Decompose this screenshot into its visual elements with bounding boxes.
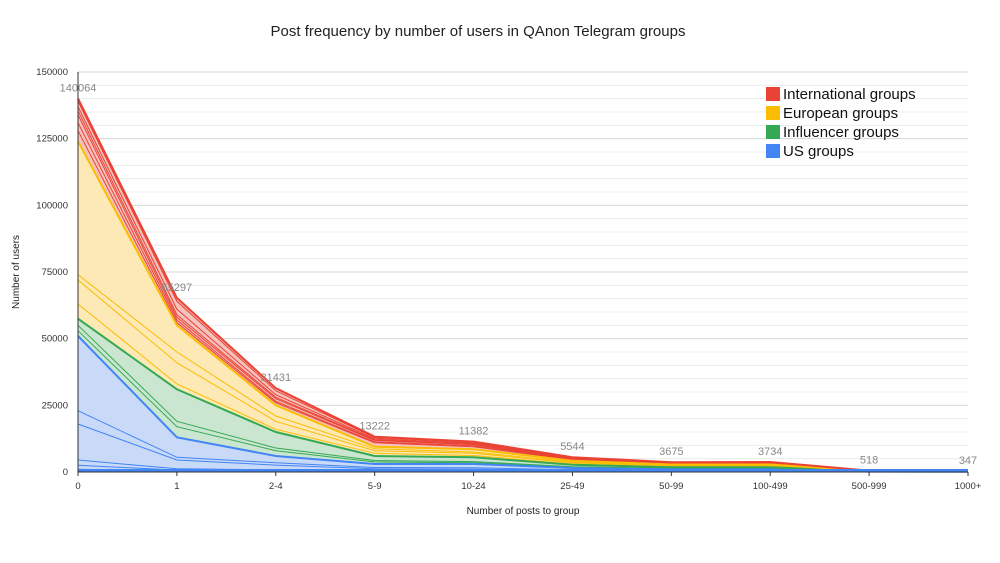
y-tick-label: 25000 — [42, 400, 68, 411]
legend-swatch — [766, 144, 780, 158]
data-label: 3675 — [659, 446, 683, 458]
y-tick-label: 0 — [63, 467, 68, 478]
y-tick-label: 75000 — [42, 267, 68, 278]
line-international-groups — [77, 98, 969, 473]
y-tick-label: 50000 — [42, 334, 68, 345]
x-tick-label: 25-49 — [560, 481, 584, 492]
x-tick-label: 500-999 — [852, 481, 887, 492]
y-tick-label: 125000 — [36, 134, 68, 145]
axes: 0 25000 50000 75000 100000 125000 150000 0 1 2-4 5… — [36, 67, 981, 492]
data-label: 31431 — [260, 372, 291, 384]
data-label: 13222 — [359, 421, 390, 433]
data-labels: 140064 65297 31431 13222 11382 5544 3675 3734 51… — [60, 82, 978, 467]
chart-title: Post frequency by number of users in QAn… — [271, 23, 686, 40]
legend-label: European groups — [783, 105, 898, 122]
x-tick-label: 2-4 — [269, 481, 283, 492]
data-label: 347 — [959, 455, 977, 467]
data-label: 518 — [860, 455, 878, 467]
data-label: 5544 — [560, 441, 584, 453]
line-european-groups — [77, 140, 969, 473]
legend: International groups European groups Influ… — [766, 86, 916, 160]
x-tick-label: 100-499 — [753, 481, 788, 492]
legend-swatch — [766, 125, 780, 139]
legend-swatch — [766, 106, 780, 120]
data-label: 65297 — [162, 282, 193, 294]
x-axis-title: Number of posts to group — [467, 506, 580, 517]
y-tick-label: 150000 — [36, 67, 68, 78]
x-tick-label: 1 — [174, 481, 179, 492]
y-tick-label: 100000 — [36, 200, 68, 211]
legend-label: International groups — [783, 86, 916, 103]
area-us-groups — [78, 336, 968, 472]
data-label: 140064 — [60, 82, 97, 94]
stacked-areas — [78, 98, 968, 472]
y-axis-title: Number of users — [11, 235, 22, 309]
legend-label: US groups — [783, 143, 854, 160]
data-label: 11382 — [459, 426, 489, 438]
legend-swatch — [766, 87, 780, 101]
x-tick-label: 10-24 — [461, 481, 485, 492]
x-tick-label: 5-9 — [368, 481, 382, 492]
x-tick-label: 0 — [75, 481, 80, 492]
x-tick-label: 1000+ — [955, 481, 982, 492]
x-tick-label: 50-99 — [659, 481, 683, 492]
legend-label: Influencer groups — [783, 124, 899, 141]
data-label: 3734 — [758, 446, 782, 458]
